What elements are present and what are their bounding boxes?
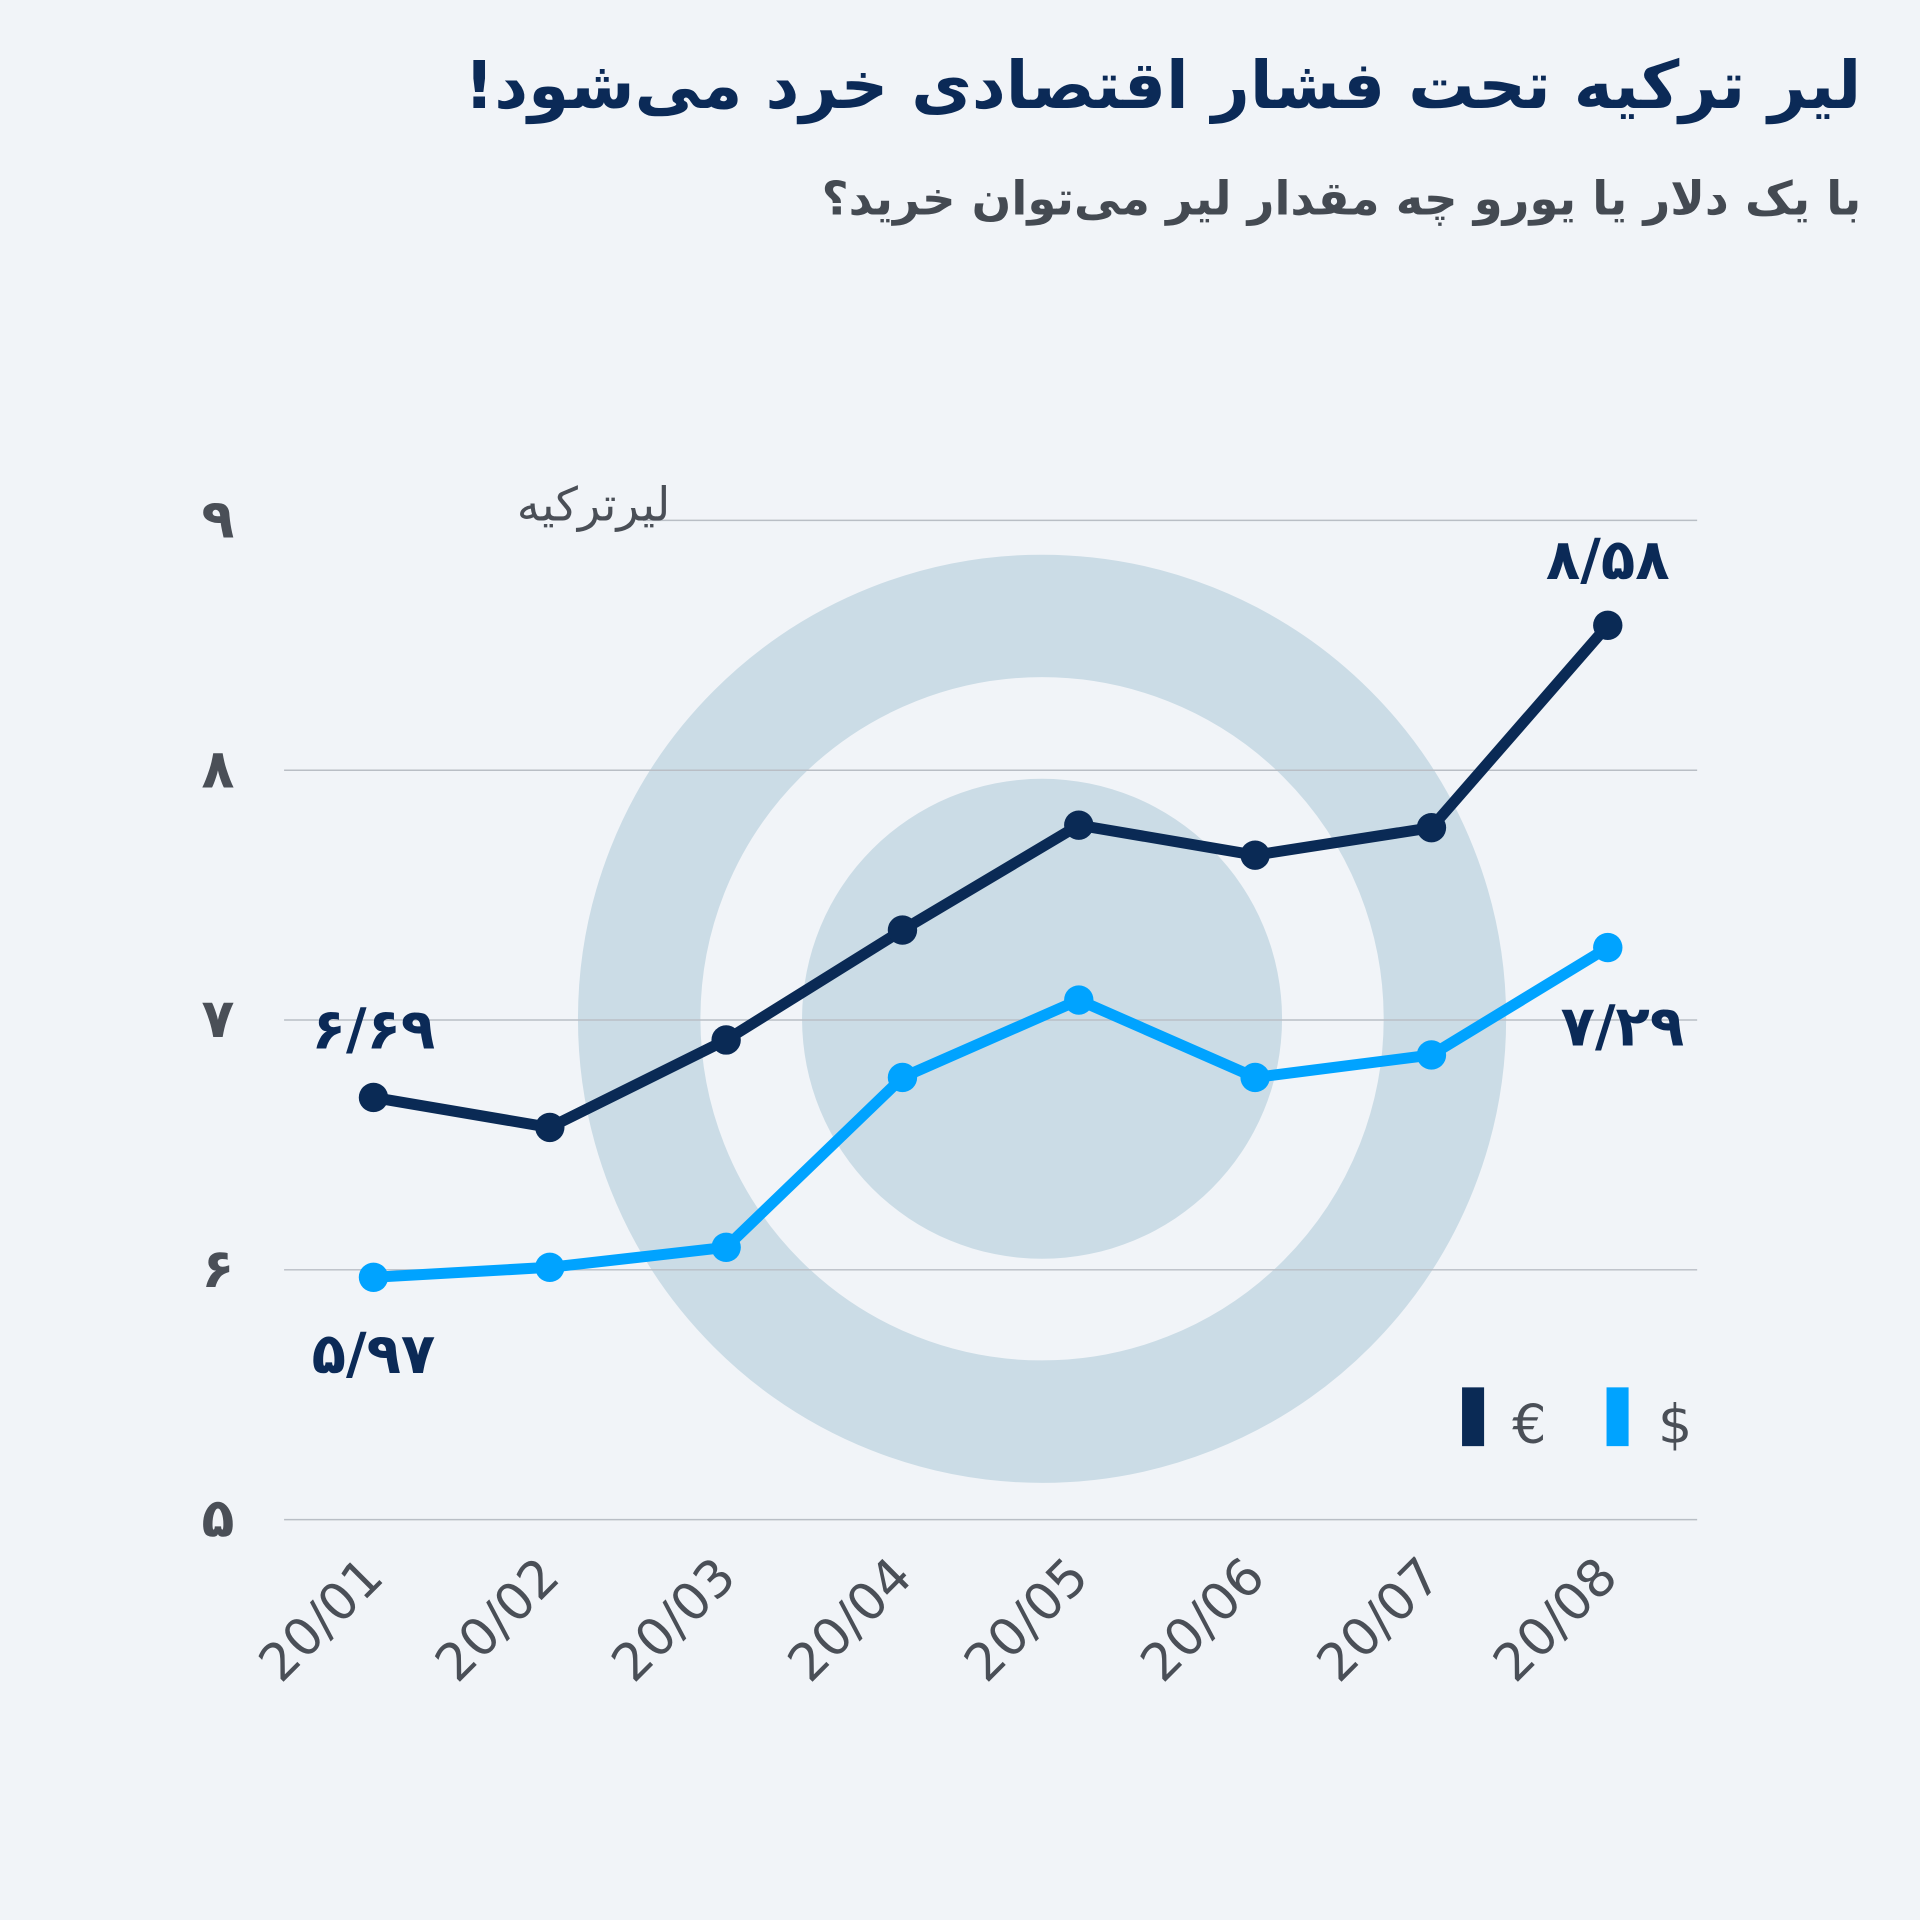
data-label: ۶/۶۹ bbox=[312, 997, 436, 1062]
data-point bbox=[887, 915, 918, 945]
data-point bbox=[535, 1112, 565, 1143]
x-tick-label: 20/07 bbox=[1306, 1546, 1453, 1693]
x-tick-label: 20/05 bbox=[953, 1546, 1100, 1693]
series-line-euro bbox=[372, 621, 1612, 1133]
y-tick-label: ۵ bbox=[202, 1487, 235, 1550]
x-tick-label: 20/04 bbox=[777, 1546, 924, 1693]
data-point bbox=[358, 1262, 389, 1292]
data-point bbox=[1240, 840, 1270, 870]
legend-label-euro: € bbox=[1512, 1392, 1546, 1455]
data-point bbox=[1416, 812, 1447, 843]
x-tick-label: 20/02 bbox=[424, 1546, 571, 1693]
data-point bbox=[1416, 1040, 1447, 1070]
x-tick-label: 20/08 bbox=[1482, 1546, 1629, 1693]
chart-subtitle: با یک دلار یا یورو چه مقدار لیر می‌توان … bbox=[821, 171, 1862, 226]
x-tick-label: 20/06 bbox=[1129, 1546, 1276, 1693]
data-point bbox=[1593, 610, 1623, 641]
data-label: ۷/۲۹ bbox=[1561, 995, 1685, 1060]
data-point bbox=[1064, 985, 1094, 1015]
legend-swatch-euro bbox=[1462, 1387, 1485, 1447]
data-point bbox=[358, 1082, 389, 1113]
legend-label-dollar: $ bbox=[1658, 1392, 1692, 1455]
legend-swatch-dollar bbox=[1606, 1387, 1629, 1447]
y-axis-unit-label: لیرترکیه bbox=[517, 477, 671, 532]
series-line-dollar bbox=[373, 942, 1611, 1283]
x-tick-label: 20/01 bbox=[248, 1546, 395, 1693]
legend: € $ bbox=[1462, 1387, 1692, 1455]
data-point bbox=[1240, 1062, 1270, 1093]
data-point bbox=[887, 1062, 918, 1093]
x-tick-label: 20/03 bbox=[600, 1546, 747, 1693]
data-point bbox=[711, 1025, 741, 1055]
y-tick-label: ۸ bbox=[202, 737, 235, 800]
y-tick-label: ۹ bbox=[202, 488, 235, 551]
y-tick-label: ۶ bbox=[202, 1237, 235, 1300]
y-tick-label: ۷ bbox=[202, 987, 235, 1050]
data-point bbox=[711, 1232, 741, 1263]
data-label: ۵/۹۷ bbox=[312, 1322, 436, 1387]
data-label: ۸/۵۸ bbox=[1546, 528, 1670, 593]
data-point bbox=[1593, 932, 1623, 963]
data-point bbox=[1064, 810, 1094, 840]
data-point bbox=[535, 1252, 565, 1283]
chart-title: لیر ترکیه تحت فشار اقتصادی خرد می‌شود! bbox=[464, 46, 1862, 124]
